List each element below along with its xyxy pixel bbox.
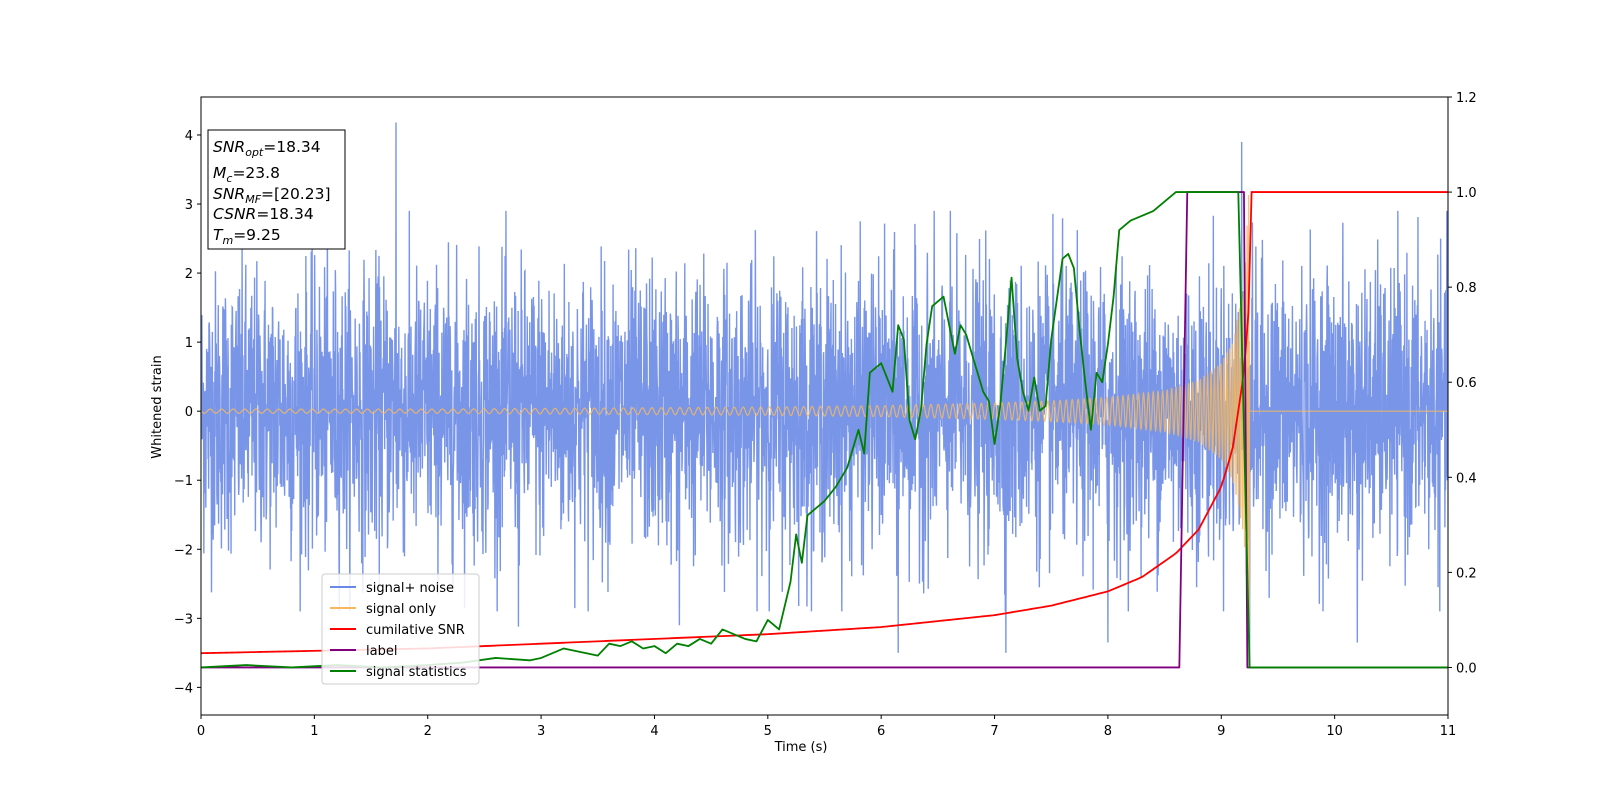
annotation-box-border <box>207 129 346 250</box>
x-tick-label: 4 <box>650 724 658 739</box>
legend-entry-label: label <box>366 644 397 659</box>
left-y-tick-label: −3 <box>174 612 193 627</box>
x-tick-label: 2 <box>424 724 432 739</box>
left-y-tick-label: 0 <box>185 405 193 420</box>
annotation-value: =18.34 <box>263 138 320 156</box>
x-tick-label: 7 <box>990 724 998 739</box>
x-tick-label: 9 <box>1217 724 1225 739</box>
series-signal-statistics-line <box>201 191 1448 669</box>
annotation-subscript: MF <box>245 193 261 206</box>
annotation-line: SNRMF=[20.23] <box>213 185 331 206</box>
series-signal-only-line <box>201 195 1448 634</box>
annotation-subscript: opt <box>245 146 264 159</box>
right-y-tick-label: 0.2 <box>1456 566 1477 581</box>
left-y-tick-label: −4 <box>174 681 193 696</box>
left-y-tick-label: 1 <box>185 336 193 351</box>
annotation-box: SNRopt=18.34Mc=23.8SNRMF=[20.23]CSNR=18.… <box>207 129 346 250</box>
annotation-value: =18.34 <box>256 205 313 223</box>
right-y-tick-label: 0.6 <box>1456 376 1477 391</box>
annotation-value: =9.25 <box>233 226 281 244</box>
x-tick-label: 10 <box>1326 724 1343 739</box>
annotation-symbol: SNR <box>213 138 245 156</box>
legend-entry-label: cumilative SNR <box>366 623 465 638</box>
x-tick-label: 0 <box>197 724 205 739</box>
x-tick-label: 5 <box>764 724 772 739</box>
x-tick-label: 1 <box>310 724 318 739</box>
left-y-tick-label: 4 <box>185 129 193 144</box>
y-axis-label: Whitened strain <box>150 355 165 458</box>
x-tick-label: 8 <box>1104 724 1112 739</box>
annotation-symbol: CSNR <box>213 205 256 223</box>
right-y-tick-label: 0.8 <box>1456 281 1477 296</box>
x-axis-label: Time (s) <box>774 740 828 755</box>
annotation-symbol: M <box>213 164 226 182</box>
legend-entry-label: signal+ noise <box>366 581 454 596</box>
x-axis-ticks: 0 1 2 3 4 5 6 7 8 9 10 11 <box>197 715 1456 739</box>
left-y-tick-label: −1 <box>174 474 193 489</box>
annotation-symbol: T <box>213 226 224 244</box>
annotation-line: SNRopt=18.34 <box>213 138 321 159</box>
axes-border <box>200 96 1449 716</box>
annotation-line: Tm=9.25 <box>213 226 281 247</box>
right-y-tick-label: 1.0 <box>1456 186 1477 201</box>
left-y-tick-label: −2 <box>174 543 193 558</box>
annotation-symbol: SNR <box>213 185 245 203</box>
left-y-axis-ticks: 4 3 2 1 0 −1 −2 −3 −4 <box>174 129 201 696</box>
left-y-tick-label: 3 <box>185 198 193 213</box>
annotation-line: Mc=23.8 <box>213 164 280 185</box>
annotation-subscript: c <box>226 172 232 185</box>
x-tick-label: 11 <box>1440 724 1457 739</box>
legend: signal+ noise signal only cumilative SNR la… <box>321 573 480 685</box>
left-y-tick-label: 2 <box>185 267 193 282</box>
axes-frame <box>200 96 1449 716</box>
legend-entry-label: signal statistics <box>366 665 467 680</box>
x-tick-label: 6 <box>877 724 885 739</box>
legend-entry-label: signal only <box>366 602 436 617</box>
right-y-tick-label: 1.2 <box>1456 91 1477 106</box>
annotation-value: =[20.23] <box>261 185 330 203</box>
annotation-line: CSNR=18.34 <box>213 205 314 223</box>
annotation-value: =23.8 <box>232 164 280 182</box>
annotation-subscript: m <box>222 234 233 247</box>
legend-box <box>321 573 480 685</box>
x-tick-label: 3 <box>537 724 545 739</box>
right-y-axis-ticks: 1.2 1.0 0.8 0.6 0.4 0.2 0.0 <box>1448 91 1477 676</box>
right-y-tick-label: 0.0 <box>1456 661 1477 676</box>
right-y-tick-label: 0.4 <box>1456 471 1477 486</box>
